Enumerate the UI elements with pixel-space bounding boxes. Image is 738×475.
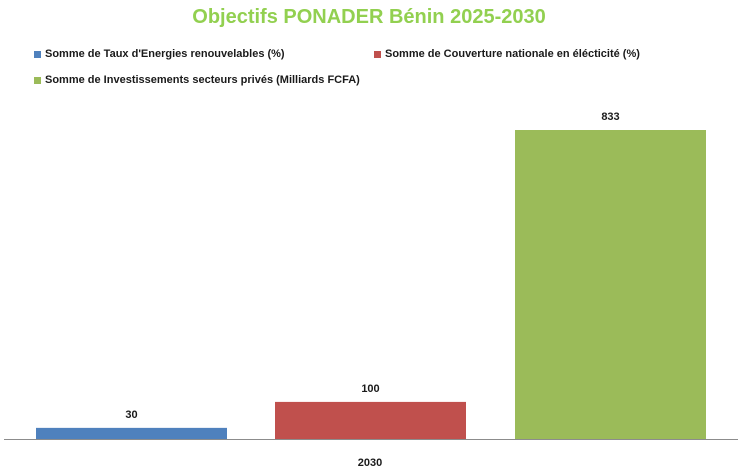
data-label-3: 833 [601,111,619,123]
legend-label-investments: Somme de Investissements secteurs privés… [45,74,360,86]
legend-swatch-renewables [34,50,41,58]
bar-3 [515,130,706,439]
data-label-2: 100 [361,383,379,395]
legend-item-coverage: Somme de Couverture nationale en éléctic… [374,48,640,60]
data-label-1: 30 [125,409,137,421]
chart-title: Objectifs PONADER Bénin 2025-2030 [192,6,546,28]
legend-swatch-coverage [374,50,381,58]
legend-item-renewables: Somme de Taux d'Energies renouvelables (… [34,48,285,60]
legend-swatch-investments [34,76,41,84]
legend-label-renewables: Somme de Taux d'Energies renouvelables (… [45,48,285,60]
category-label: 2030 [358,457,382,469]
legend-item-investments: Somme de Investissements secteurs privés… [34,74,360,86]
bar-2 [275,401,466,439]
legend-label-coverage: Somme de Couverture nationale en éléctic… [385,48,640,60]
bar-1 [36,427,227,439]
